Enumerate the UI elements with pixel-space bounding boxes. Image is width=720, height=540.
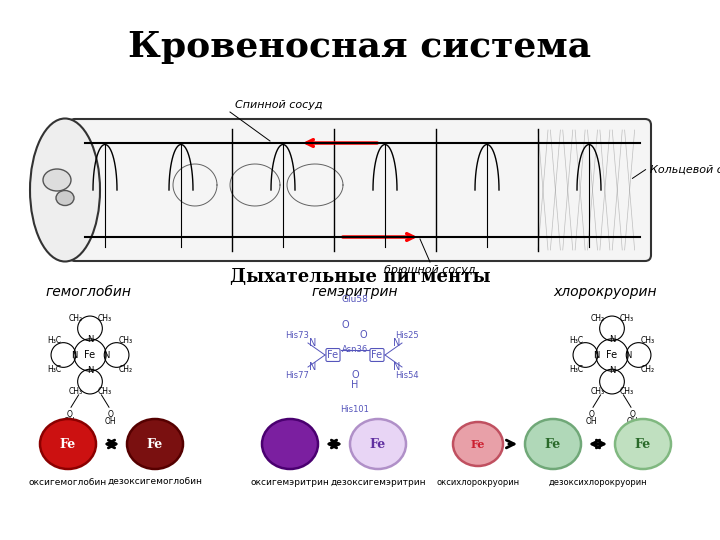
Text: брюшной сосуд: брюшной сосуд	[384, 265, 476, 275]
Text: CH₃: CH₃	[641, 336, 655, 345]
Text: N: N	[310, 338, 317, 348]
Text: Fe: Fe	[635, 437, 651, 450]
Ellipse shape	[262, 419, 318, 469]
Ellipse shape	[127, 419, 183, 469]
Text: хлорокруорин: хлорокруорин	[553, 285, 657, 299]
Text: Fe: Fe	[328, 350, 338, 360]
Text: CH₃: CH₃	[97, 314, 112, 323]
Text: гемоглобин: гемоглобин	[45, 285, 131, 299]
Text: N: N	[87, 367, 93, 375]
Text: N: N	[393, 362, 401, 372]
Text: N: N	[593, 350, 599, 360]
Text: Asn36: Asn36	[342, 346, 368, 354]
Text: CH₂: CH₂	[68, 314, 83, 323]
Text: His73: His73	[285, 330, 309, 340]
Text: O: O	[341, 320, 348, 330]
Text: N: N	[87, 335, 93, 343]
Text: O: O	[66, 410, 72, 419]
Text: His25: His25	[395, 330, 419, 340]
Text: N: N	[609, 335, 615, 343]
Text: N: N	[310, 362, 317, 372]
Text: N: N	[625, 350, 631, 360]
Text: Fe: Fe	[60, 437, 76, 450]
Text: CH₃: CH₃	[619, 314, 634, 323]
Text: H₃C: H₃C	[47, 364, 61, 374]
Text: N: N	[71, 350, 77, 360]
Text: Fe: Fe	[370, 437, 386, 450]
Text: Fe: Fe	[606, 350, 618, 360]
Ellipse shape	[30, 118, 100, 261]
Text: OH: OH	[63, 417, 75, 426]
Text: CH₂: CH₂	[641, 364, 655, 374]
Text: Glu58: Glu58	[341, 295, 369, 305]
Text: Fe: Fe	[471, 438, 485, 449]
Ellipse shape	[453, 422, 503, 466]
Text: N: N	[103, 350, 109, 360]
Ellipse shape	[40, 419, 96, 469]
Text: H: H	[351, 380, 359, 390]
Text: оксигемэритрин: оксигемэритрин	[251, 478, 330, 487]
Text: Fe: Fe	[147, 437, 163, 450]
Text: H₃C: H₃C	[569, 364, 583, 374]
Ellipse shape	[56, 191, 74, 206]
Text: N: N	[393, 338, 401, 348]
Text: Fe: Fe	[545, 437, 561, 450]
Text: CH₃: CH₃	[119, 336, 133, 345]
Ellipse shape	[525, 419, 581, 469]
Text: Fe: Fe	[84, 350, 96, 360]
Text: O: O	[359, 330, 366, 340]
Text: O: O	[351, 370, 359, 380]
Text: Спинной сосуд: Спинной сосуд	[235, 100, 323, 110]
Text: Кровеносная система: Кровеносная система	[128, 30, 592, 64]
Text: H₃C: H₃C	[47, 336, 61, 345]
Text: O: O	[588, 410, 594, 419]
Text: CH₃: CH₃	[68, 387, 83, 396]
Text: оксихлорокруорин: оксихлорокруорин	[436, 478, 520, 487]
Text: OH: OH	[627, 417, 639, 426]
Text: Дыхательные пигменты: Дыхательные пигменты	[230, 268, 490, 286]
Text: N: N	[609, 367, 615, 375]
Text: дезоксигемэритрин: дезоксигемэритрин	[330, 478, 426, 487]
Text: CH₃: CH₃	[619, 387, 634, 396]
Text: OH: OH	[105, 417, 117, 426]
Text: дезоксихлорокруорин: дезоксихлорокруорин	[549, 478, 647, 487]
Text: H₃C: H₃C	[569, 336, 583, 345]
Text: O: O	[108, 410, 114, 419]
FancyBboxPatch shape	[69, 119, 651, 261]
Text: Кольцевой сосуд: Кольцевой сосуд	[650, 165, 720, 175]
Text: Fe: Fe	[372, 350, 382, 360]
Text: His54: His54	[395, 370, 419, 380]
Text: дезоксигемоглобин: дезоксигемоглобин	[107, 478, 202, 487]
Text: оксигемоглобин: оксигемоглобин	[29, 478, 107, 487]
Text: гемэритрин: гемэритрин	[312, 285, 398, 299]
Text: OH: OH	[585, 417, 597, 426]
Ellipse shape	[615, 419, 671, 469]
Text: CH₂: CH₂	[590, 314, 605, 323]
Text: CH₂: CH₂	[119, 364, 133, 374]
Text: His101: His101	[341, 406, 369, 415]
Text: O: O	[630, 410, 636, 419]
Ellipse shape	[350, 419, 406, 469]
Text: CH₃: CH₃	[590, 387, 605, 396]
Ellipse shape	[43, 169, 71, 191]
Text: His77: His77	[285, 370, 309, 380]
Text: CH₃: CH₃	[97, 387, 112, 396]
